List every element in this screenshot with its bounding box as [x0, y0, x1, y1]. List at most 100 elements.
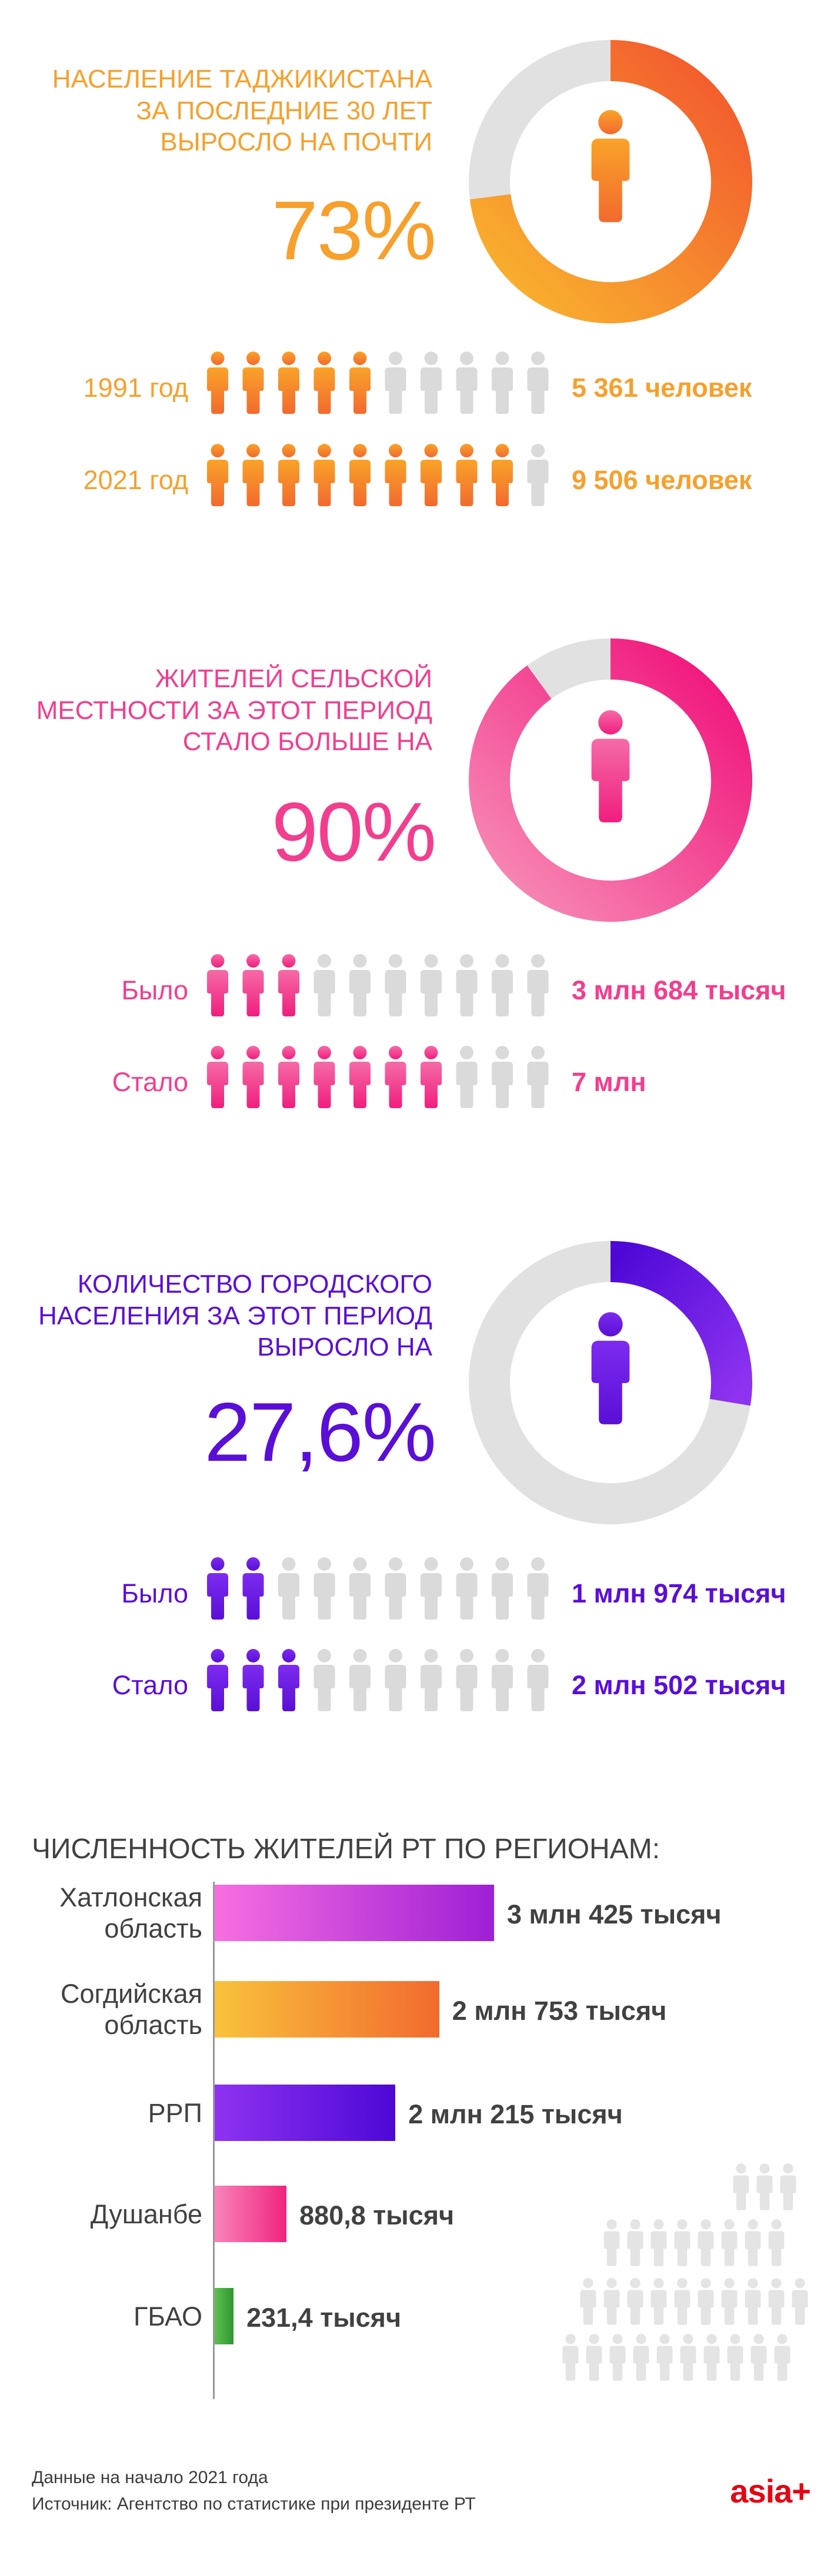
crowd-person-icon: [674, 2219, 690, 2266]
people-icons-urban: [207, 1557, 549, 1711]
person-icon-filled: [242, 1557, 264, 1620]
row-label: Было: [121, 975, 188, 1005]
crowd-person-icon: [756, 2163, 773, 2210]
row-value: 7 млн: [572, 1067, 646, 1097]
headline-line: МЕСТНОСТИ ЗА ЭТОТ ПЕРИОД: [36, 695, 432, 725]
bar-category-line: Согдийская: [60, 1979, 202, 2009]
person-icon-filled: [207, 1557, 228, 1620]
bar-category-line: Душанбе: [90, 2199, 202, 2229]
person-icon-empty: [385, 1649, 406, 1711]
crowd-person-icon: [633, 2334, 649, 2381]
crowd-person-icon: [745, 2278, 761, 2325]
headline-line: ВЫРОСЛО НА ПОЧТИ: [160, 128, 432, 157]
percent-rural: 90%: [271, 785, 436, 879]
headline-line: КОЛИЧЕСТВО ГОРОДСКОГО: [77, 1270, 432, 1299]
person-icon-filled: [278, 1649, 299, 1711]
bar-data-label: 2 млн 215 тысяч: [408, 2099, 623, 2129]
headline-line: ЗА ПОСЛЕДНИЕ 30 ЛЕТ: [136, 96, 432, 125]
crowd-person-icon: [780, 2163, 796, 2210]
crowd-person-icon: [698, 2219, 714, 2266]
donut-chart-urban: [469, 1241, 752, 1524]
bar-category-label: Душанбе: [13, 2199, 202, 2230]
headline-line: СТАЛО БОЛЬШЕ НА: [182, 727, 432, 757]
crowd-person-icon: [650, 2278, 667, 2325]
headline-urban: КОЛИЧЕСТВО ГОРОДСКОГО НАСЕЛЕНИЯ ЗА ЭТОТ …: [24, 1269, 432, 1363]
donut-arc: [469, 638, 752, 922]
bar-category-label: РРП: [13, 2097, 202, 2129]
person-icon-empty: [278, 1557, 299, 1620]
percent-population: 73%: [271, 184, 436, 277]
crowd-person-icon: [580, 2278, 596, 2325]
person-icon-empty: [527, 1557, 549, 1620]
crowd-person-icon: [603, 2219, 620, 2266]
crowd-person-icon: [774, 2334, 790, 2381]
crowd-person-icon: [703, 2334, 720, 2381]
crowd-illustration: [562, 2163, 808, 2381]
person-icon-empty: [421, 1557, 442, 1620]
crowd-person-icon: [721, 2219, 738, 2266]
percent-urban: 27,6%: [204, 1386, 436, 1479]
crowd-person-icon: [768, 2219, 785, 2266]
bar-data-label: 880,8 тысяч: [299, 2200, 455, 2230]
chart-axis-line: [213, 1882, 215, 2399]
bar-category-line: Хатлонская: [59, 1882, 202, 1912]
bar-data-label: 231,4 тысяч: [246, 2303, 402, 2333]
person-icon-empty: [492, 1557, 513, 1620]
bar: [215, 2085, 396, 2141]
bar-category-label: Хатлонская область: [13, 1882, 202, 1944]
crowd-person-icon: [733, 2163, 749, 2210]
row-value: 1 млн 974 тысяч: [572, 1578, 786, 1608]
bar-category-line: РРП: [148, 2097, 202, 2128]
crowd-person-icon: [768, 2278, 785, 2325]
headline-line: НАСЕЛЕНИЕ ТАДЖИКИСТАНА: [52, 65, 432, 93]
crowd-person-icon: [603, 2278, 620, 2325]
person-icon-filled: [242, 1649, 264, 1711]
bar-category-label: ГБАО: [13, 2301, 202, 2332]
bar-category-line: ГБАО: [134, 2301, 202, 2331]
headline-line: НАСЕЛЕНИЯ ЗА ЭТОТ ПЕРИОД: [38, 1301, 432, 1330]
crowd-person-icon: [586, 2334, 602, 2381]
crowd-person-icon: [750, 2334, 767, 2381]
bar: [215, 1885, 494, 1941]
row-value: 2 млн 502 тысяч: [572, 1670, 786, 1700]
person-icon-empty: [421, 1649, 442, 1711]
donut-chart-population: [469, 40, 752, 323]
crowd-person-icon: [680, 2334, 696, 2381]
person-icon-empty: [349, 1649, 371, 1711]
donut-arc: [610, 1241, 752, 1406]
row-label: Стало: [112, 1670, 188, 1700]
row-label: Стало: [112, 1067, 188, 1097]
row-value: 9 506 человек: [572, 465, 752, 495]
crowd-person-icon: [698, 2278, 714, 2325]
person-icon-empty: [492, 1649, 513, 1711]
crowd-person-icon: [650, 2219, 667, 2266]
person-icon-empty: [527, 1649, 549, 1711]
crowd-person-icon: [721, 2278, 738, 2325]
crowd-person-icon: [727, 2334, 743, 2381]
bar-category-line: область: [104, 1913, 202, 1944]
donut-chart-rural: [469, 638, 752, 922]
asia-plus-logo: asia+: [730, 2473, 811, 2510]
person-icon-empty: [349, 1557, 371, 1620]
footer-date-note: Данные на начало 2021 года: [32, 2468, 268, 2487]
crowd-person-icon: [745, 2219, 761, 2266]
crowd-person-icon: [792, 2278, 808, 2325]
bar-data-label: 3 млн 425 тысяч: [507, 1899, 722, 1929]
crowd-person-icon: [656, 2334, 673, 2381]
person-icon-empty: [385, 1557, 406, 1620]
row-value: 5 361 человек: [572, 373, 752, 403]
bar: [215, 2186, 287, 2242]
crowd-person-icon: [562, 2334, 579, 2381]
person-icon-empty: [313, 1557, 335, 1620]
row-value: 3 млн 684 тысяч: [572, 975, 786, 1005]
bar-data-label: 2 млн 753 тысяч: [452, 1996, 667, 2026]
headline-population: НАСЕЛЕНИЕ ТАДЖИКИСТАНА ЗА ПОСЛЕДНИЕ 30 Л…: [24, 63, 432, 158]
person-icon-empty: [456, 1557, 478, 1620]
crowd-person-icon: [627, 2278, 643, 2325]
row-label: Было: [121, 1578, 188, 1608]
chart-title: ЧИСЛЕННОСТЬ ЖИТЕЛЕЙ РТ ПО РЕГИОНАМ:: [32, 1834, 660, 1865]
row-label: 1991 год: [83, 373, 188, 403]
crowd-person-icon: [609, 2334, 626, 2381]
bar: [215, 1981, 439, 2038]
person-icon-empty: [313, 1649, 335, 1711]
